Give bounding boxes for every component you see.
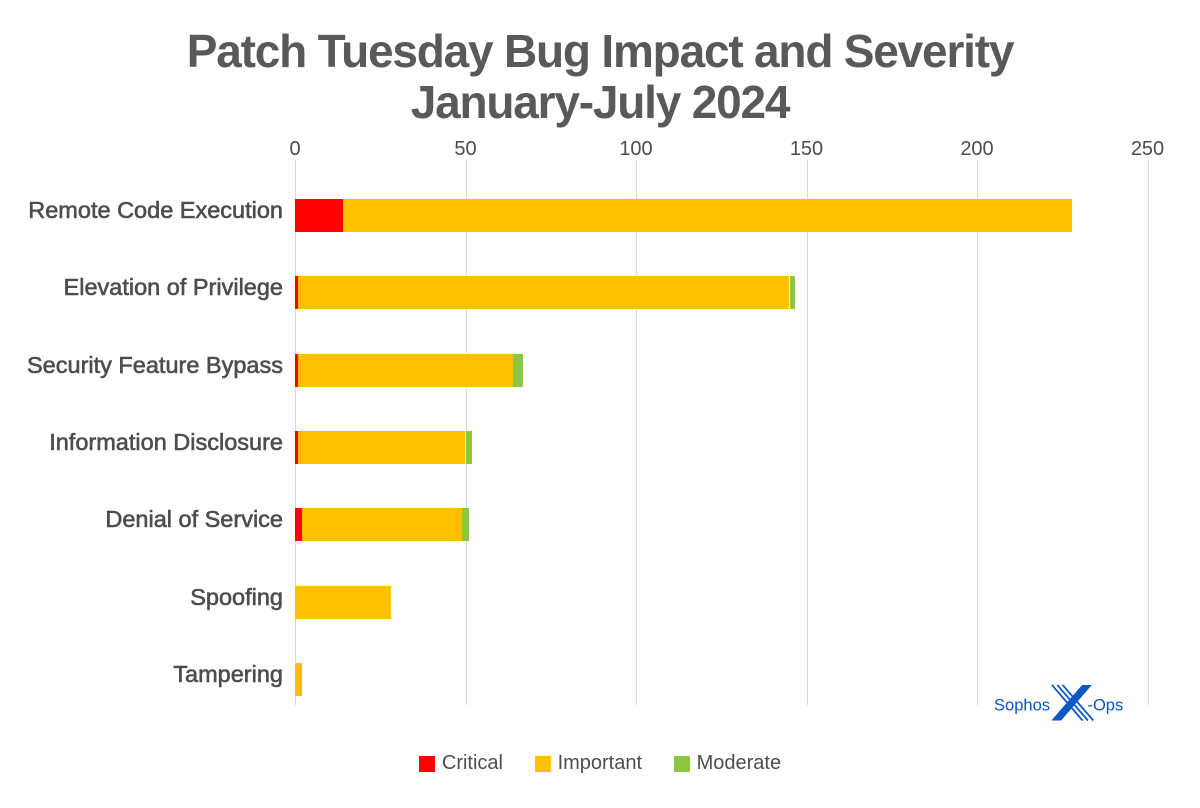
svg-text:Sophos: Sophos (994, 695, 1050, 714)
svg-text:-Ops: -Ops (1087, 695, 1123, 714)
